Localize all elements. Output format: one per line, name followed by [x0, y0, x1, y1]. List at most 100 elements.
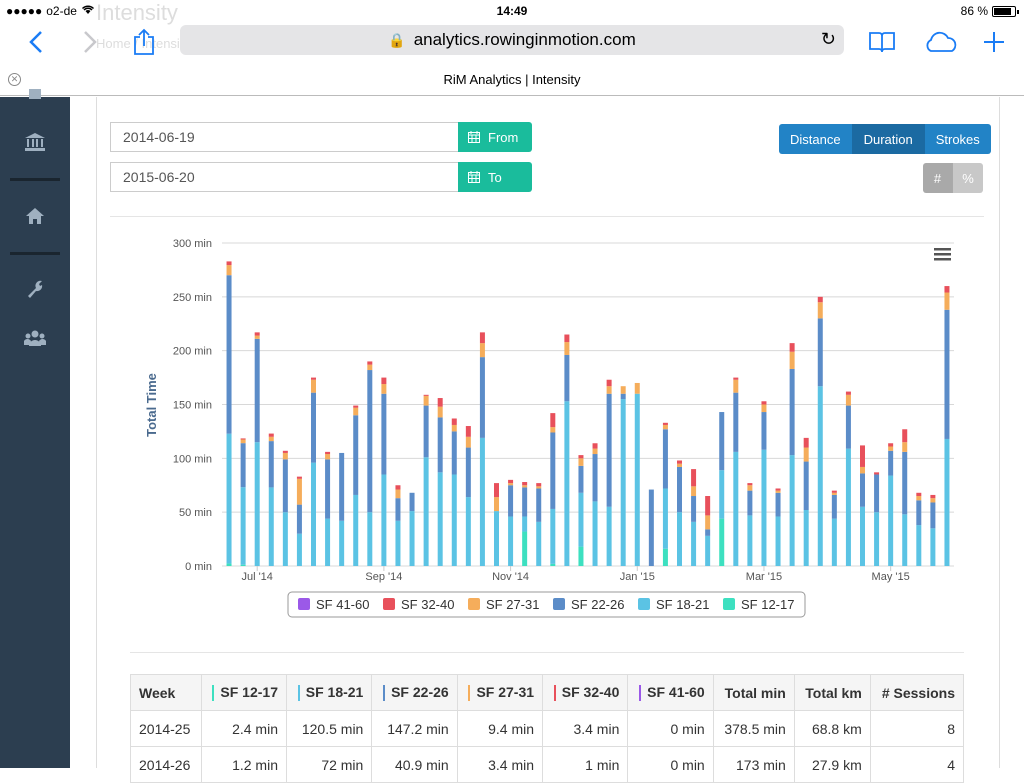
cell-sessions: 8 [869, 710, 965, 747]
tab-title[interactable]: RiM Analytics | Intensity [0, 66, 1024, 96]
table-header-row: Week SF 12-17 SF 18-21 SF 22-26 SF 27-31… [130, 674, 965, 711]
from-date-button[interactable]: From [458, 122, 532, 152]
signal-icon: ●●●●● [6, 4, 43, 18]
calendar-icon [468, 131, 480, 143]
cell-sf32: 1 min [542, 746, 629, 783]
chevron-left-icon [29, 31, 42, 53]
mode-toggle: # % [923, 163, 983, 193]
wrench-icon [28, 280, 43, 298]
book-icon [869, 32, 895, 53]
absolute-mode-button[interactable]: # [923, 163, 953, 193]
sf12-swatch [212, 685, 215, 702]
from-label: From [488, 129, 519, 145]
col-sf41[interactable]: SF 41-60 [627, 674, 714, 711]
from-date-input[interactable]: 2014-06-19 [110, 122, 458, 152]
sidebar-item-institution[interactable] [0, 127, 70, 157]
strokes-button[interactable]: Strokes [924, 124, 991, 154]
cell-sf32: 3.4 min [542, 710, 629, 747]
cell-total-km: 68.8 km [793, 710, 871, 747]
cloud-icon [926, 31, 957, 52]
new-tab-button[interactable] [978, 26, 1010, 58]
cell-sf12: 2.4 min [200, 710, 288, 747]
from-date-group: 2014-06-19 From [110, 122, 532, 152]
icloud-tabs-button[interactable] [920, 26, 962, 58]
divider [110, 216, 984, 217]
table-row[interactable]: 2014-25 2.4 min 120.5 min 147.2 min 9.4 … [130, 710, 965, 747]
cell-total-km: 27.9 km [793, 746, 871, 783]
sf18-swatch [297, 685, 300, 702]
sf27-swatch [468, 685, 471, 702]
url-text: analytics.rowinginmotion.com [413, 30, 636, 49]
percent-mode-button[interactable]: % [953, 163, 983, 193]
cell-sf18: 120.5 min [285, 710, 373, 747]
col-sf27[interactable]: SF 27-31 [456, 674, 544, 711]
close-tab-icon[interactable]: ✕ [8, 73, 21, 86]
cell-week: 2014-25 [130, 710, 202, 747]
share-icon [134, 28, 154, 55]
chevron-right-icon [84, 31, 97, 53]
sidebar-item-users[interactable] [0, 323, 70, 353]
col-sf32[interactable]: SF 32-40 [542, 674, 629, 711]
address-bar[interactable]: 🔒 analytics.rowinginmotion.com ↻ [180, 25, 844, 55]
to-date-input[interactable]: 2015-06-20 [110, 162, 458, 192]
reload-icon[interactable]: ↻ [820, 29, 836, 49]
forward-button[interactable] [74, 26, 106, 58]
cell-sf27: 3.4 min [456, 746, 544, 783]
col-total-km[interactable]: Total km [793, 674, 871, 711]
bank-icon [25, 133, 45, 151]
share-button[interactable] [128, 26, 160, 58]
chart-menu-icon[interactable] [934, 248, 951, 261]
document-icon [29, 89, 41, 99]
cell-total-min: 378.5 min [712, 710, 795, 747]
battery-percent: 86 % [960, 4, 988, 18]
col-week[interactable]: Week [130, 674, 202, 711]
wifi-icon [81, 4, 95, 18]
plus-icon [984, 32, 1004, 52]
to-date-group: 2015-06-20 To [110, 162, 532, 192]
sf32-swatch [553, 685, 556, 702]
calendar-icon [468, 171, 480, 183]
col-sessions[interactable]: # Sessions [869, 674, 965, 711]
main-panel [96, 97, 1000, 768]
bookmarks-button[interactable] [866, 26, 898, 58]
col-sf22[interactable]: SF 22-26 [371, 674, 458, 711]
lock-icon: 🔒 [388, 31, 406, 48]
col-total-min[interactable]: Total min [712, 674, 795, 711]
col-sf18[interactable]: SF 18-21 [285, 674, 373, 711]
cell-sf18: 72 min [285, 746, 373, 783]
ghost-page-title: Intensity [96, 0, 178, 25]
metric-toggle: Distance Duration Strokes [779, 124, 991, 154]
sidebar-item-tools[interactable] [0, 274, 70, 304]
sidebar-item-document[interactable] [0, 89, 70, 103]
cell-sf22: 40.9 min [371, 746, 458, 783]
users-icon [24, 330, 46, 346]
battery-info: 86 % [960, 4, 1019, 18]
cell-week: 2014-26 [130, 746, 202, 783]
col-sf12[interactable]: SF 12-17 [200, 674, 288, 711]
table-row[interactable]: 2014-26 1.2 min 72 min 40.9 min 3.4 min … [130, 746, 965, 783]
sidebar-divider [10, 252, 60, 255]
sidebar-item-home[interactable] [0, 201, 70, 231]
cell-sf41: 0 min [627, 746, 714, 783]
ghost-breadcrumb: Home / Intensity [96, 36, 190, 51]
distance-button[interactable]: Distance [779, 124, 853, 154]
carrier-info: ●●●●● o2-de [6, 4, 95, 18]
to-label: To [488, 169, 502, 185]
browser-toolbar: 🔒 analytics.rowinginmotion.com ↻ [0, 22, 1024, 62]
cell-sf27: 9.4 min [456, 710, 544, 747]
sidebar-divider [10, 178, 60, 181]
cell-sessions: 4 [869, 746, 965, 783]
carrier-name: o2-de [46, 4, 77, 18]
divider [130, 652, 964, 653]
duration-button[interactable]: Duration [852, 124, 925, 154]
back-button[interactable] [20, 26, 52, 58]
status-bar: ●●●●● o2-de 14:49 86 % [0, 0, 1024, 22]
cell-total-min: 173 min [712, 746, 795, 783]
home-icon [26, 208, 44, 224]
to-date-button[interactable]: To [458, 162, 532, 192]
cell-sf12: 1.2 min [200, 746, 288, 783]
clock: 14:49 [496, 4, 528, 18]
cell-sf41: 0 min [627, 710, 714, 747]
cell-sf22: 147.2 min [371, 710, 458, 747]
sf22-swatch [383, 685, 386, 702]
